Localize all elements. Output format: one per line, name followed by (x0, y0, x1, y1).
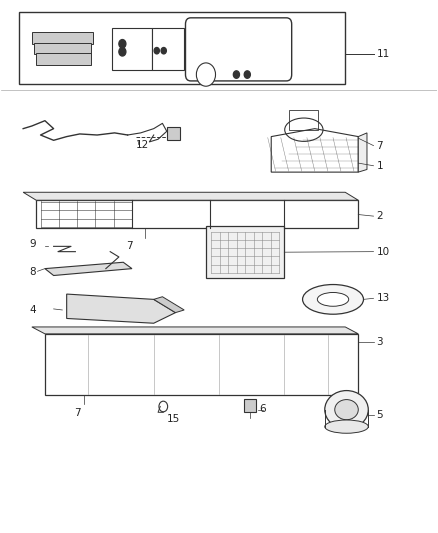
Text: 4: 4 (30, 305, 36, 315)
Polygon shape (271, 128, 358, 172)
Polygon shape (45, 262, 132, 276)
Bar (289, 110, 318, 130)
Circle shape (154, 47, 159, 54)
Bar (34, 43, 91, 54)
Text: 3: 3 (377, 337, 383, 347)
Ellipse shape (335, 400, 358, 419)
Bar (32, 32, 93, 44)
Polygon shape (154, 297, 184, 313)
Bar (113, 28, 152, 70)
Ellipse shape (325, 420, 368, 433)
Text: 6: 6 (259, 403, 266, 414)
Text: 10: 10 (377, 247, 390, 257)
Circle shape (119, 39, 126, 48)
Bar (36, 53, 91, 65)
Polygon shape (23, 192, 358, 200)
Text: 5: 5 (377, 410, 383, 420)
Text: 7: 7 (74, 408, 81, 417)
Bar (167, 127, 180, 140)
Circle shape (161, 47, 166, 54)
Ellipse shape (303, 285, 364, 314)
Polygon shape (45, 334, 358, 395)
Text: 11: 11 (377, 50, 390, 59)
Text: 7: 7 (377, 141, 383, 151)
Text: 8: 8 (30, 267, 36, 277)
Ellipse shape (318, 293, 349, 306)
Circle shape (196, 63, 215, 86)
Bar (19, 12, 345, 84)
Text: 1: 1 (377, 161, 383, 171)
Text: 15: 15 (167, 414, 180, 424)
Text: 7: 7 (127, 241, 133, 251)
Polygon shape (32, 327, 358, 334)
Circle shape (159, 401, 168, 412)
Text: 9: 9 (30, 239, 36, 249)
Circle shape (233, 71, 240, 78)
Bar (152, 28, 184, 70)
Polygon shape (67, 294, 176, 323)
Bar (244, 399, 256, 412)
Circle shape (244, 71, 251, 78)
FancyBboxPatch shape (185, 18, 292, 81)
Ellipse shape (325, 391, 368, 429)
Text: 12: 12 (136, 140, 149, 150)
Bar (206, 226, 284, 278)
Text: 13: 13 (377, 293, 390, 303)
Polygon shape (358, 133, 367, 172)
Text: 2: 2 (377, 211, 383, 221)
Polygon shape (36, 200, 358, 228)
Circle shape (119, 47, 126, 56)
